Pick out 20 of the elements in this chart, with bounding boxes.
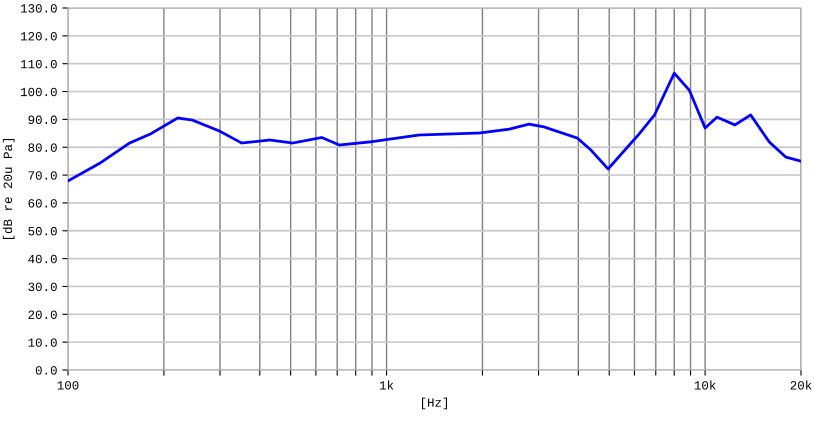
x-tick-label: 1k — [380, 380, 394, 390]
y-tick-label: 10.0 — [28, 338, 57, 347]
y-tick-label: 70.0 — [28, 171, 57, 180]
y-tick-label: 20.0 — [28, 310, 57, 319]
x-tick-label: 10k — [694, 380, 716, 390]
x-tick-label: 100 — [58, 381, 78, 390]
y-tick-label: 50.0 — [28, 226, 57, 236]
y-tick-label: 0.0 — [36, 366, 57, 375]
x-axis-title: [Hz] — [422, 398, 447, 410]
y-axis-title: [dB re 20u Pa] — [2, 139, 15, 240]
y-tick-label: 40.0 — [28, 254, 57, 264]
y-tick-label: 110.0 — [20, 60, 57, 68]
y-tick-label: 120.0 — [20, 32, 57, 40]
y-tick-label: 100.0 — [20, 88, 57, 96]
y-tick-label: 80.0 — [28, 143, 57, 152]
y-tick-label: 30.0 — [28, 282, 57, 292]
y-tick-label: 130.0 — [20, 4, 57, 13]
y-tick-label: 90.0 — [28, 116, 57, 124]
y-tick-label: 60.0 — [28, 199, 57, 208]
x-tick-label: 20k — [790, 380, 812, 390]
